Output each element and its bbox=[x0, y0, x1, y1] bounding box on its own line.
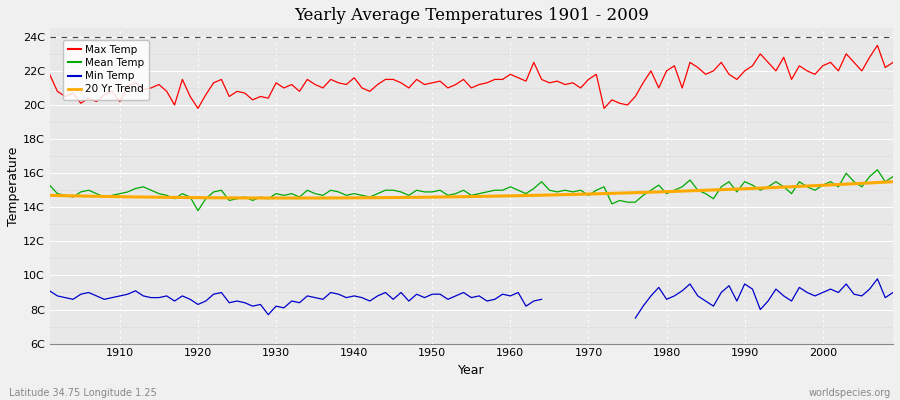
Text: worldspecies.org: worldspecies.org bbox=[809, 388, 891, 398]
Legend: Max Temp, Mean Temp, Min Temp, 20 Yr Trend: Max Temp, Mean Temp, Min Temp, 20 Yr Tre… bbox=[63, 40, 149, 100]
X-axis label: Year: Year bbox=[458, 364, 484, 377]
Title: Yearly Average Temperatures 1901 - 2009: Yearly Average Temperatures 1901 - 2009 bbox=[294, 7, 649, 24]
Text: Latitude 34.75 Longitude 1.25: Latitude 34.75 Longitude 1.25 bbox=[9, 388, 157, 398]
Y-axis label: Temperature: Temperature bbox=[7, 146, 20, 226]
